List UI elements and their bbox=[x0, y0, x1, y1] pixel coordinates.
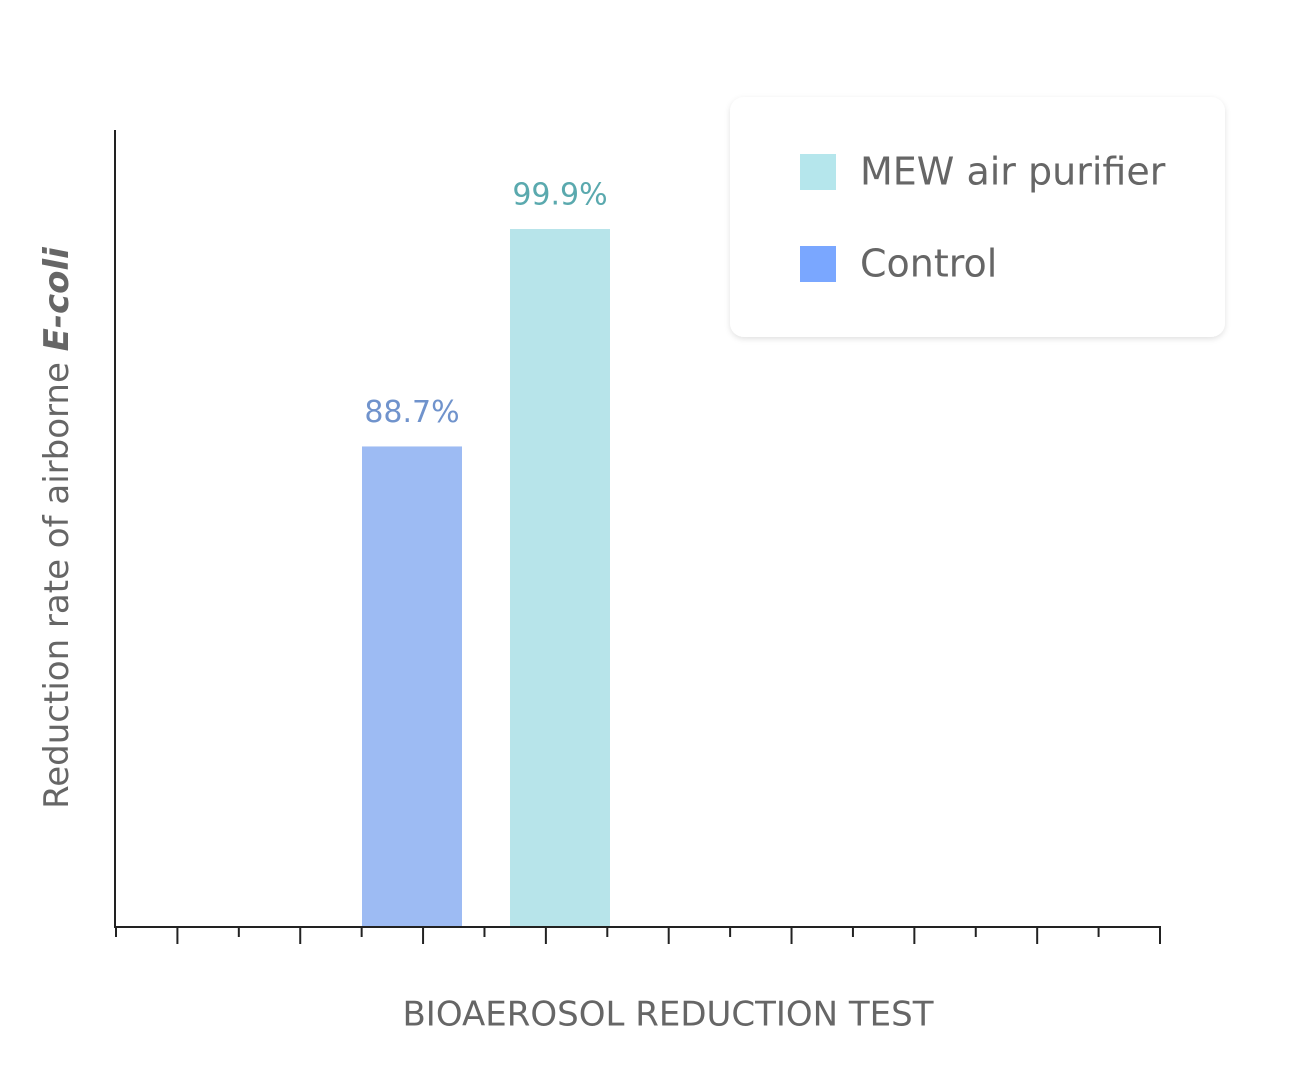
y-axis-title-emphasis: E-coli bbox=[37, 246, 77, 352]
legend-label: Control bbox=[860, 242, 997, 286]
legend-swatch bbox=[800, 154, 836, 190]
y-axis-title-text: Reduction rate of airborne bbox=[37, 362, 77, 809]
value-label: 88.7% bbox=[364, 395, 459, 430]
y-axis-title: Reduction rate of airborne E-coli bbox=[37, 246, 77, 809]
x-axis-ticks bbox=[115, 927, 1161, 944]
legend-label: MEW air purifier bbox=[860, 150, 1166, 194]
bar bbox=[362, 446, 462, 926]
legend-box bbox=[730, 97, 1225, 337]
bar bbox=[510, 229, 610, 926]
x-axis-title: BIOAEROSOL REDUCTION TEST bbox=[402, 995, 933, 1035]
value-label: 99.9% bbox=[512, 178, 607, 213]
legend-swatch bbox=[800, 246, 836, 282]
